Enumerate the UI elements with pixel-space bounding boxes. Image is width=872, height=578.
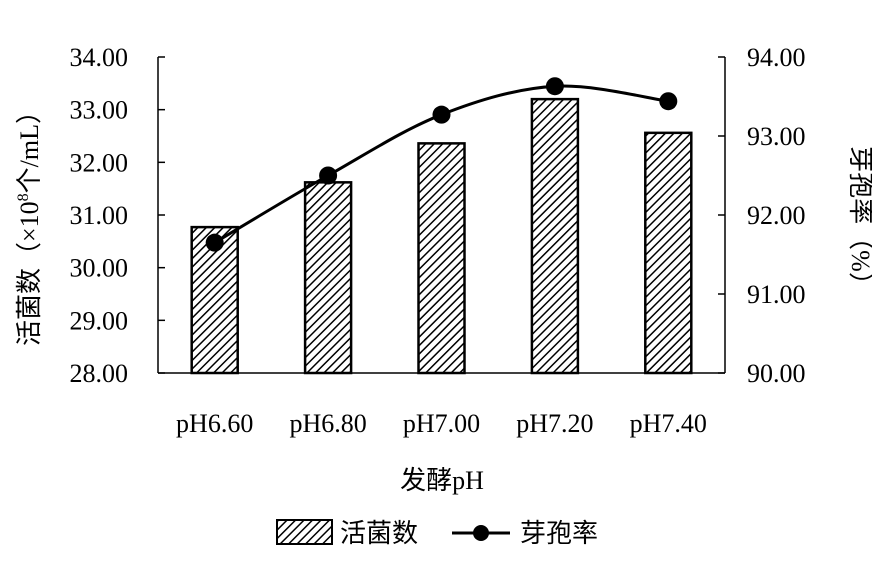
y-right-tick-label: 90.00 [747, 359, 806, 388]
y-right-tick-label: 93.00 [747, 122, 806, 151]
y-right-tick-label: 92.00 [747, 201, 806, 230]
spore-rate-point-pH7.40 [659, 92, 678, 111]
x-tick-label: pH7.20 [516, 409, 593, 438]
spore-rate-point-pH6.80 [319, 166, 338, 185]
y-left-tick-label: 33.00 [70, 96, 129, 125]
bar-pH7.40 [644, 131, 693, 375]
x-tick-label: pH7.00 [403, 409, 480, 438]
legend-line-marker [473, 525, 489, 541]
y-left-tick-label: 30.00 [70, 254, 129, 283]
bar-series [190, 97, 693, 375]
y-axis-right-title: 芽孢率（%） [846, 146, 872, 298]
bar-pH7.20 [530, 97, 580, 375]
x-tick-label: pH7.40 [630, 409, 707, 438]
bar-pH7.00 [417, 142, 466, 375]
spore-rate-point-pH7.20 [545, 77, 564, 96]
y-right-tick-label: 94.00 [747, 43, 806, 72]
y-left-title-exponent: 8 [15, 193, 32, 201]
spore-rate-point-pH7.00 [432, 105, 451, 124]
line-series [205, 77, 678, 252]
y-left-title-suffix: 个/mL） [15, 98, 44, 193]
y-left-tick-label: 28.00 [70, 359, 129, 388]
bar-pH6.80 [303, 181, 353, 375]
spore-rate-point-pH6.60 [205, 233, 224, 252]
legend-bar-swatch [276, 519, 333, 545]
x-tick-label: pH6.60 [176, 409, 253, 438]
y-left-tick-label: 29.00 [70, 306, 129, 335]
y-axis-left-title: 活菌数（×108个/mL） [15, 98, 44, 346]
y-left-tick-label: 32.00 [70, 148, 129, 177]
legend-line-label: 芽孢率 [520, 519, 598, 548]
axes [157, 56, 726, 374]
tick-labels: 28.00 29.00 30.00 31.00 32.00 33.00 34.00 90.00… [70, 43, 806, 438]
y-left-title-prefix: 活菌数（×10 [15, 201, 44, 346]
x-tick-label: pH6.80 [289, 409, 366, 438]
x-axis-title: 发酵pH [400, 466, 484, 495]
legend-bar-label: 活菌数 [340, 519, 418, 548]
y-left-tick-label: 34.00 [70, 43, 129, 72]
y-right-tick-label: 91.00 [747, 280, 806, 309]
y-left-tick-label: 31.00 [70, 201, 129, 230]
legend: 活菌数 芽孢率 [276, 519, 598, 548]
